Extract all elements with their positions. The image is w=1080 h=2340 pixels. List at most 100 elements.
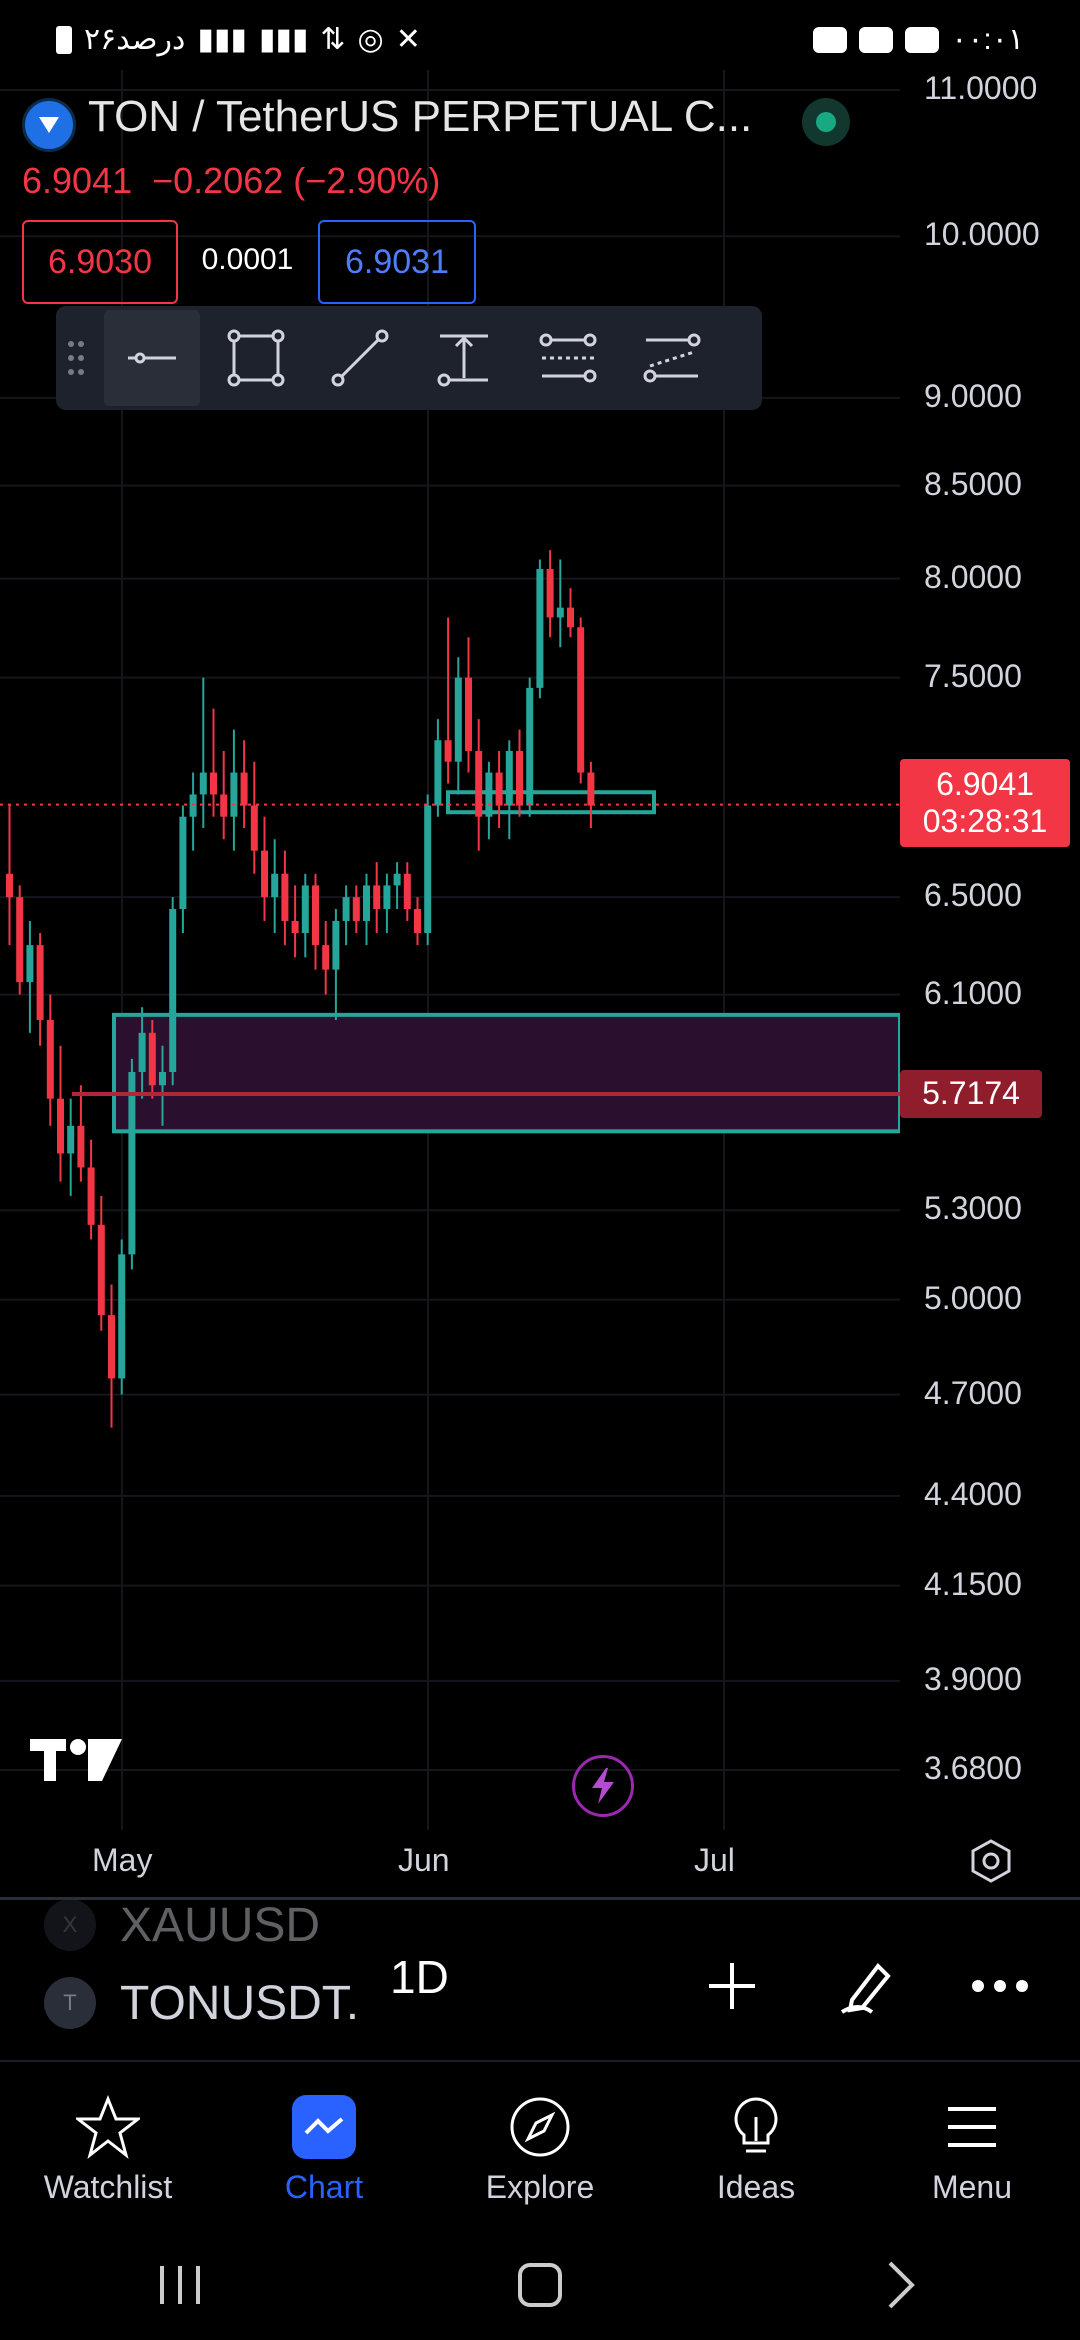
candle-body: [97, 1224, 105, 1316]
candle-body: [291, 920, 299, 933]
candle-body: [128, 1071, 136, 1255]
candle-body: [567, 607, 574, 628]
draw-pen-icon[interactable]: [828, 1946, 908, 2026]
candle-body: [77, 1125, 85, 1168]
candle-body: [495, 772, 503, 806]
price-scale[interactable]: 11.0000 10.0000 9.0000 8.5000 8.0000 7.5000 6.…: [900, 70, 1080, 1830]
candle-body: [199, 772, 207, 795]
rectangle-tool[interactable]: [208, 310, 304, 406]
time-scale[interactable]: May Jun Jul: [0, 1828, 1080, 1894]
recents-icon[interactable]: [150, 2260, 210, 2310]
candle-body: [536, 569, 544, 688]
nav-label: Watchlist: [43, 2168, 173, 2205]
candle-body: [281, 873, 289, 921]
chart-icon: [292, 2094, 356, 2159]
price-label: 4.1500: [924, 1565, 1022, 1602]
candle-body: [526, 687, 534, 806]
line-price-tag: 5.7174: [900, 1069, 1042, 1118]
compass-icon: [510, 2097, 570, 2156]
sell-button[interactable]: 6.9030: [22, 220, 178, 304]
candle-body: [322, 945, 330, 970]
candle-body: [393, 873, 401, 886]
chart-zones: [112, 790, 900, 1134]
price-label: 4.4000: [924, 1475, 1022, 1512]
candle-body: [312, 885, 319, 946]
price-label: 3.6800: [924, 1750, 1022, 1786]
nav-label: Menu: [931, 2168, 1013, 2205]
status-left: ۲۶درصد ▮▮▮ ▮▮▮ ⇅ ◎ ✕: [56, 22, 421, 57]
more-icon[interactable]: [960, 1946, 1040, 2026]
price-label: 5.0000: [924, 1279, 1022, 1316]
time-label: Jun: [398, 1842, 450, 1878]
signal-icon-2: ▮▮▮: [258, 23, 309, 56]
candle-body: [424, 805, 432, 933]
status-bar: ۲۶درصد ▮▮▮ ▮▮▮ ⇅ ◎ ✕ ۰۰:۰۱: [0, 0, 1080, 80]
candle-body: [57, 1098, 64, 1154]
mute-icon: ✕: [395, 23, 421, 56]
horizontal-line-tool[interactable]: [104, 310, 200, 406]
symbol-row[interactable]: T TONUSDT.: [44, 1968, 359, 2038]
candle-body: [118, 1254, 126, 1379]
candle-body: [240, 772, 248, 806]
candle-body: [271, 873, 279, 898]
interval-button[interactable]: 1D: [390, 1951, 449, 2003]
regression-channel-tool[interactable]: [624, 310, 720, 406]
candle-body: [36, 945, 44, 1020]
nav-watchlist[interactable]: Watchlist: [0, 2070, 216, 2230]
nav-menu[interactable]: Menu: [864, 2070, 1080, 2230]
candle-body: [475, 750, 483, 817]
settings-icon[interactable]: [968, 1838, 1014, 1889]
home-icon[interactable]: [510, 2255, 570, 2315]
candle-body: [434, 740, 442, 806]
ton-logo-icon: [22, 98, 76, 152]
candle-body: [556, 607, 564, 618]
nav-explore[interactable]: Explore: [432, 2070, 648, 2230]
candle-body: [6, 873, 13, 898]
candle-body: [67, 1125, 75, 1154]
star-icon: [76, 2094, 140, 2159]
back-icon[interactable]: [870, 2255, 930, 2315]
price-label: 4.7000: [924, 1374, 1022, 1411]
candle-body: [159, 1071, 166, 1086]
nav-label: Ideas: [716, 2168, 796, 2205]
nav-label: Explore: [485, 2168, 595, 2205]
nav-divider: [0, 2060, 1080, 2062]
battery-icon: [56, 25, 72, 54]
candle-body: [87, 1167, 95, 1225]
price-range-tool[interactable]: [416, 310, 512, 406]
plus-icon[interactable]: [692, 1946, 772, 2026]
candle-body: [505, 750, 513, 806]
candle-body: [301, 885, 309, 933]
candle-body: [516, 750, 523, 806]
candle-body: [465, 677, 472, 751]
candle-body: [485, 772, 493, 817]
candle-body: [373, 885, 381, 910]
clock: ۰۰:۰۱: [951, 23, 1024, 56]
candle-body: [454, 677, 462, 762]
price-label: 11.0000: [924, 70, 1038, 106]
flash-icon[interactable]: [572, 1755, 634, 1817]
youtube-icon-2: [905, 26, 940, 53]
symbol-title[interactable]: TON / TetherUS PERPETUAL C...: [88, 92, 753, 141]
buy-button[interactable]: 6.9031: [318, 220, 476, 304]
candle-body: [546, 569, 554, 618]
market-status-icon[interactable]: [802, 98, 850, 146]
price-change: −0.2062 (−2.90%): [152, 160, 441, 201]
time-label: May: [92, 1842, 153, 1878]
price-label: 6.5000: [924, 877, 1022, 914]
symbol-row[interactable]: X XAUUSD: [44, 1890, 320, 1960]
drag-handle-icon[interactable]: [56, 310, 96, 406]
candle-body: [577, 627, 585, 773]
nav-ideas[interactable]: Ideas: [648, 2070, 864, 2230]
candle-body: [342, 897, 350, 921]
candle-body: [16, 897, 24, 983]
trend-line-tool[interactable]: [312, 310, 408, 406]
signal-icon: ▮▮▮: [197, 23, 247, 56]
lightbulb-icon: [734, 2096, 778, 2152]
tradingview-logo: [30, 1735, 122, 1790]
nav-chart[interactable]: Chart: [216, 2070, 432, 2230]
price-chart[interactable]: [0, 70, 900, 1830]
price-label: 7.5000: [924, 657, 1022, 694]
price-label: 10.0000: [924, 216, 1040, 253]
parallel-channel-tool[interactable]: [520, 310, 616, 406]
